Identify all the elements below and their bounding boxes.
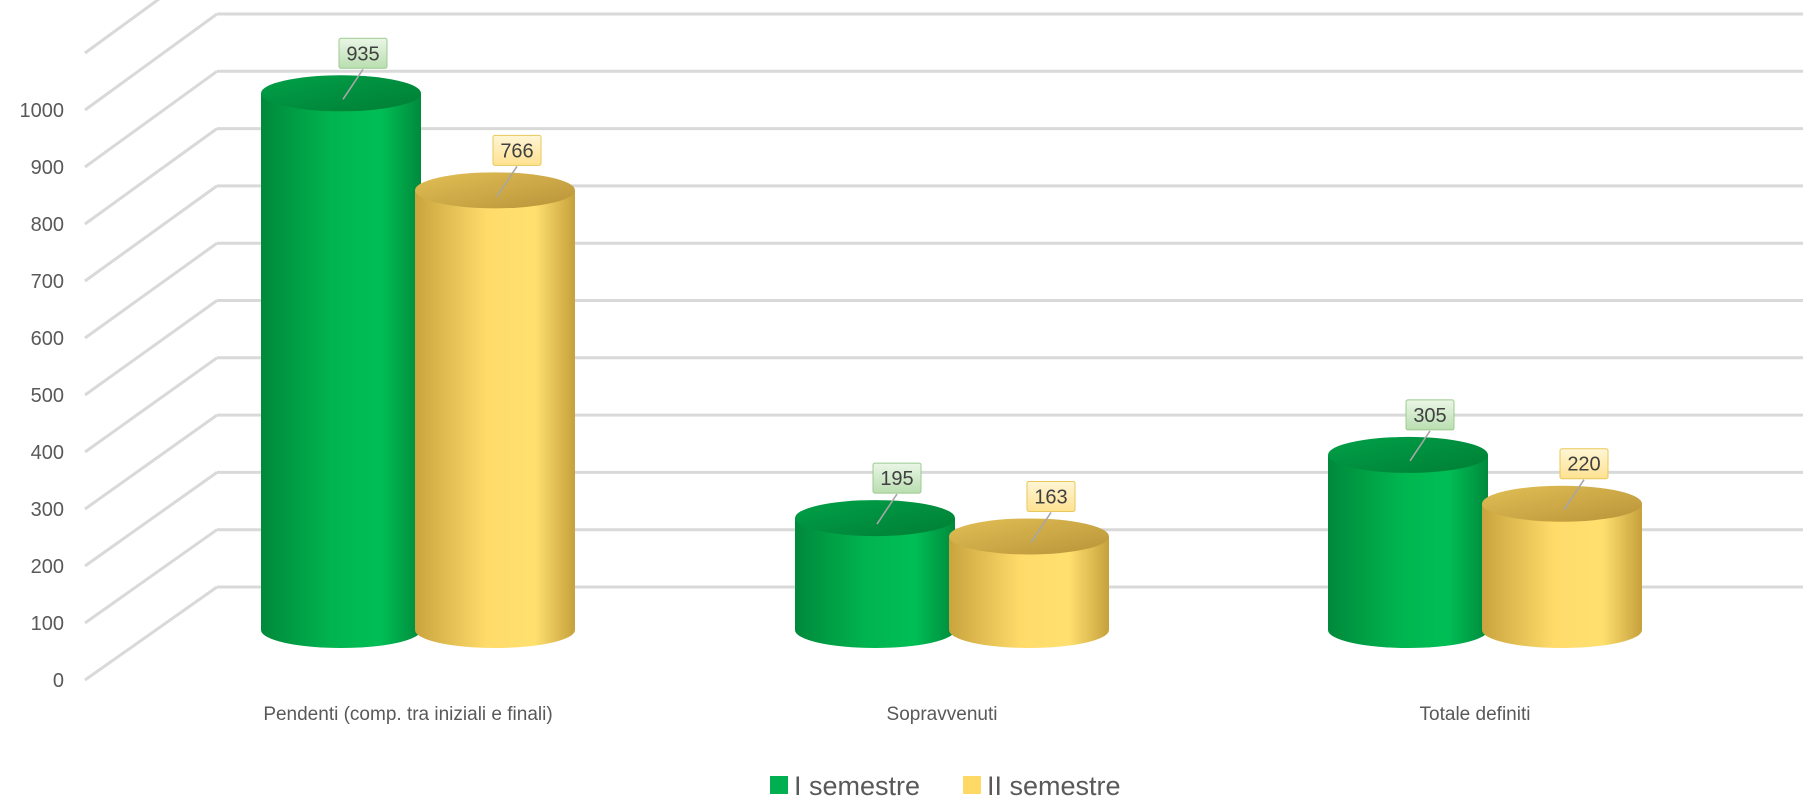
- bars: [261, 75, 1642, 649]
- svg-text:220: 220: [1567, 454, 1600, 476]
- y-tick-label: 700: [31, 271, 64, 293]
- legend-label: I semestre: [794, 771, 920, 801]
- y-tick-label: 400: [31, 442, 64, 464]
- svg-text:935: 935: [346, 43, 379, 65]
- x-category-label: Pendenti (comp. tra iniziali e finali): [263, 704, 552, 725]
- gridline: [84, 127, 1803, 226]
- x-category-label: Totale definiti: [1420, 704, 1531, 725]
- gridline: [84, 69, 1803, 169]
- legend-swatch: [963, 776, 981, 794]
- data-label: 220: [1559, 448, 1609, 511]
- y-tick-label: 1000: [20, 100, 65, 122]
- svg-text:766: 766: [500, 140, 533, 162]
- data-label: 935: [338, 37, 388, 100]
- data-label: 766: [492, 134, 542, 197]
- legend-item[interactable]: II semestre: [963, 771, 1121, 801]
- bar: [949, 518, 1109, 648]
- bar: [795, 500, 955, 648]
- svg-text:305: 305: [1413, 405, 1446, 427]
- legend-swatch: [770, 776, 788, 794]
- y-tick-label: 0: [53, 670, 64, 692]
- y-tick-label: 300: [31, 499, 64, 521]
- gridline: [84, 0, 161, 55]
- bar: [1482, 485, 1642, 648]
- bar: [1328, 436, 1488, 648]
- y-tick-label: 600: [31, 328, 64, 350]
- gridline: [84, 12, 1803, 112]
- data-label: 305: [1405, 399, 1455, 462]
- x-axis: Pendenti (comp. tra iniziali e finali) So…: [263, 704, 1530, 725]
- svg-text:195: 195: [880, 468, 913, 490]
- legend-label: II semestre: [987, 771, 1121, 801]
- y-tick-label: 200: [31, 556, 64, 578]
- y-tick-label: 500: [31, 385, 64, 407]
- data-label: 163: [1026, 480, 1076, 543]
- bar: [415, 172, 575, 649]
- legend-item[interactable]: I semestre: [770, 771, 920, 801]
- y-tick-label: 900: [31, 157, 64, 179]
- bar: [261, 75, 421, 648]
- legend: I semestre II semestre: [770, 771, 1121, 801]
- y-tick-label: 800: [31, 214, 64, 236]
- y-tick-label: 100: [31, 613, 64, 635]
- data-labels: 935 766 195 163 305 220: [338, 37, 1609, 543]
- y-axis: 0 100 200 300 400 500 600 700 800 900 1000: [20, 100, 65, 692]
- x-category-label: Sopravvenuti: [887, 704, 998, 725]
- svg-text:163: 163: [1034, 486, 1067, 508]
- data-label: 195: [872, 462, 922, 525]
